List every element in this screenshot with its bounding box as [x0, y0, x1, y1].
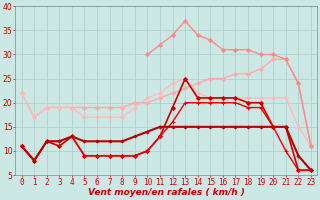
X-axis label: Vent moyen/en rafales ( km/h ): Vent moyen/en rafales ( km/h )	[88, 188, 245, 197]
